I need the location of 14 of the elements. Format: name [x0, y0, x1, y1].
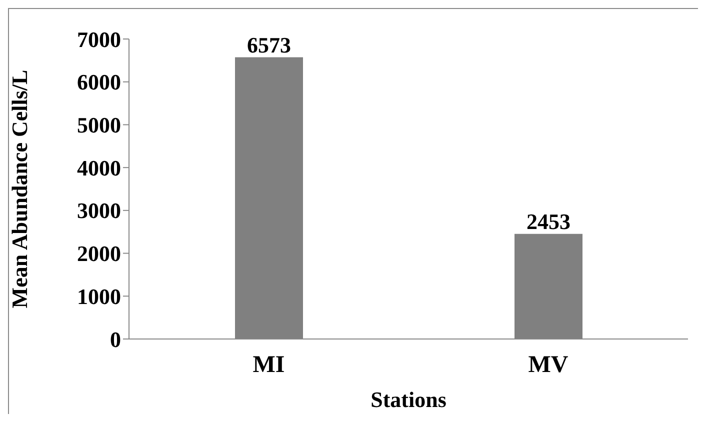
y-tick-label: 2000	[77, 241, 121, 266]
x-tick-label: MI	[252, 352, 285, 378]
x-tick-label: MV	[528, 352, 569, 378]
y-axis-title: Mean Abundance Cells/L	[6, 70, 32, 308]
y-tick-label: 3000	[77, 198, 121, 224]
data-label: 2453	[526, 208, 570, 234]
y-tick-label: 6000	[77, 70, 121, 95]
y-tick-label: 0	[110, 326, 121, 352]
y-tick-label: 4000	[77, 155, 121, 180]
y-tick-label: 7000	[77, 26, 121, 52]
data-label: 6573	[247, 32, 291, 58]
x-axis-title: Stations	[370, 387, 447, 412]
y-tick-label: 1000	[77, 284, 121, 309]
y-tick-label: 5000	[77, 112, 121, 138]
